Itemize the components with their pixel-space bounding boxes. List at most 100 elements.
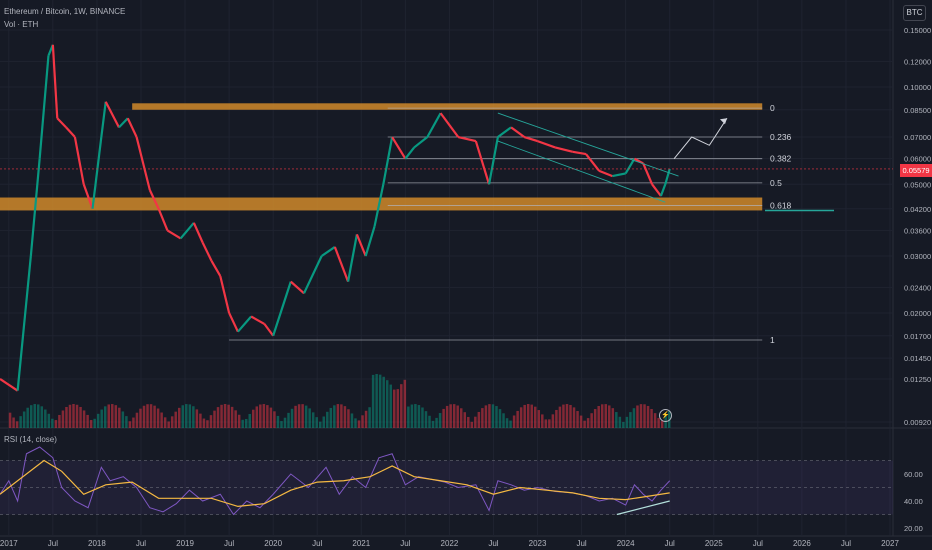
volume-bar (467, 416, 470, 428)
volume-bar (230, 406, 234, 428)
volume-bar (103, 406, 107, 428)
volume-bar (111, 404, 114, 428)
volume-bar (403, 379, 407, 428)
volume-bar (368, 407, 371, 428)
volume-bar (276, 415, 280, 428)
price-candle-segment (537, 140, 556, 149)
volume-bar (51, 418, 54, 428)
price-pane (0, 0, 893, 428)
volume-bar (79, 406, 82, 428)
y-tick-label: 0.02000 (904, 309, 931, 318)
volume-bar (248, 413, 251, 428)
volume-bar (174, 411, 177, 428)
channel-line (497, 112, 679, 177)
volume-bar (118, 407, 121, 428)
projection-arrowhead (719, 118, 727, 125)
volume-bar (347, 409, 350, 428)
volume-bar (481, 408, 484, 428)
volume-bar (40, 406, 44, 428)
volume-bar (311, 412, 315, 428)
volume-bar (290, 408, 294, 428)
price-candle-segment (148, 189, 160, 210)
price-candle-segment (487, 136, 499, 185)
price-candle-segment (56, 117, 67, 129)
volume-bar (132, 417, 135, 428)
volume-bar (516, 410, 519, 428)
rsi-divergence-line (616, 500, 670, 516)
volume-bar (269, 407, 273, 428)
price-candle-segment (100, 101, 107, 138)
volume-bar (181, 405, 185, 428)
y-tick-label: 0.07000 (904, 133, 931, 142)
price-candle-segment (333, 246, 350, 283)
price-candle-segment (179, 222, 195, 240)
volume-bar (68, 404, 72, 428)
volume-bar (459, 408, 463, 428)
volume-bar (54, 420, 58, 428)
volume-bar (643, 404, 646, 428)
rsi-tick-label: 40.00 (904, 497, 923, 506)
x-tick-label: 2027 (881, 539, 899, 548)
volume-bar (428, 415, 431, 428)
volume-bar (463, 412, 467, 428)
volume-bar (297, 404, 301, 428)
volume-bar (308, 408, 311, 428)
price-candle-segment (474, 140, 491, 185)
price-candle-segment (585, 153, 601, 172)
volume-bar (135, 412, 139, 428)
volume-bar (548, 419, 551, 428)
volume-bar (237, 414, 241, 428)
volume-bar (625, 416, 629, 428)
symbol-title: Ethereum / Bitcoin, 1W, BINANCE (4, 7, 126, 16)
volume-bar (227, 404, 230, 428)
y-tick-label: 0.02400 (904, 283, 931, 292)
volume-bar (326, 411, 329, 428)
currency-button[interactable]: BTC (903, 5, 926, 21)
volume-bar (206, 420, 209, 428)
volume-bar (393, 389, 396, 428)
volume-bar (389, 384, 392, 428)
y-tick-label: 0.03600 (904, 226, 931, 235)
volume-bar (653, 413, 657, 428)
volume-bar (618, 416, 622, 428)
volume-bar (22, 411, 26, 428)
price-candle-segment (598, 169, 613, 178)
volume-bar (519, 407, 523, 428)
price-candle-segment (321, 246, 336, 257)
x-tick-label: Jul (841, 539, 851, 548)
price-candle-segment (82, 183, 94, 210)
x-tick-label: 2025 (705, 539, 723, 548)
y-tick-label: 0.01450 (904, 354, 931, 363)
volume-bar (202, 418, 206, 428)
volume-bar (417, 405, 421, 428)
rsi-label: RSI (14, close) (4, 435, 57, 444)
volume-bar (424, 411, 428, 428)
y-tick-label: 0.04200 (904, 205, 931, 214)
volume-bar (220, 404, 223, 428)
volume-bar (636, 405, 639, 428)
lightning-icon[interactable]: ⚡ (659, 409, 672, 422)
volume-bar (12, 417, 15, 428)
volume-bar (354, 418, 357, 428)
price-candle-segment (135, 136, 151, 191)
volume-bar (156, 408, 160, 428)
price-candle-segment (355, 233, 367, 257)
volume-bar (333, 405, 336, 428)
volume-bar (622, 421, 625, 428)
x-tick-label: 2022 (441, 539, 459, 548)
volume-bar (82, 410, 86, 428)
volume-bar (495, 406, 498, 428)
volume-bar (639, 404, 643, 428)
y-tick-label: 0.01250 (904, 375, 931, 384)
volume-bar (37, 404, 40, 428)
price-candle-segment (303, 255, 323, 294)
volume-bar (58, 414, 61, 428)
volume-bar (128, 421, 132, 428)
price-candle-segment (219, 275, 231, 314)
volume-bar (421, 407, 424, 428)
volume-bar (449, 404, 452, 428)
fib-level-label: 0 (770, 103, 775, 113)
price-candle-segment (210, 260, 222, 277)
price-candle-segment (364, 226, 376, 257)
